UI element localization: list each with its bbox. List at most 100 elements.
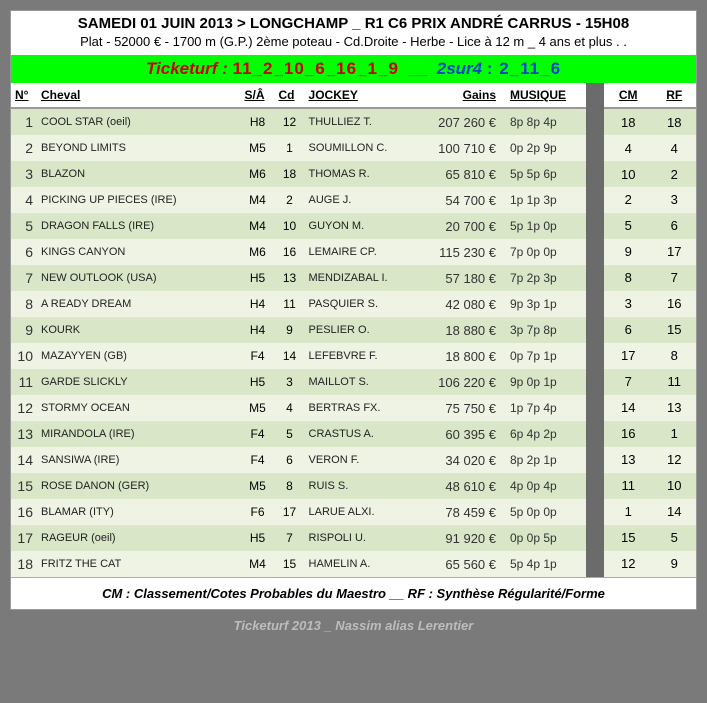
cell-gains: 100 710 €	[428, 135, 506, 161]
ratings-row: 44	[604, 135, 696, 161]
ratings-row: 129	[604, 551, 696, 577]
cell-sa: M6	[241, 161, 275, 187]
ratings-row: 316	[604, 291, 696, 317]
table-row: 15ROSE DANON (GER)M58RUIS S.48 610 €4p 0…	[11, 473, 586, 499]
cell-sa: M4	[241, 551, 275, 577]
ratings-row: 178	[604, 343, 696, 369]
cell-jockey: LEMAIRE CP.	[305, 239, 428, 265]
cell-jockey: RUIS S.	[305, 473, 428, 499]
cell-gains: 54 700 €	[428, 187, 506, 213]
ratings-row: 114	[604, 499, 696, 525]
cell-musique: 1p 7p 4p	[506, 395, 586, 421]
cell-jockey: THOMAS R.	[305, 161, 428, 187]
cell-cd: 12	[275, 108, 305, 135]
cell-cheval: MIRANDOLA (IRE)	[37, 421, 241, 447]
cell-sa: H4	[241, 291, 275, 317]
cell-cheval: SANSIWA (IRE)	[37, 447, 241, 473]
cell-cd: 17	[275, 499, 305, 525]
cell-cm: 2	[604, 187, 652, 213]
cell-musique: 3p 7p 8p	[506, 317, 586, 343]
table-row: 14SANSIWA (IRE)F46VERON F.34 020 €8p 2p …	[11, 447, 586, 473]
cell-sa: M4	[241, 213, 275, 239]
cell-cm: 11	[604, 473, 652, 499]
cell-musique: 5p 0p 0p	[506, 499, 586, 525]
cell-jockey: GUYON M.	[305, 213, 428, 239]
ratings-header-row: CM RF	[604, 83, 696, 108]
cell-rf: 15	[652, 317, 696, 343]
cell-musique: 9p 3p 1p	[506, 291, 586, 317]
ratings-row: 23	[604, 187, 696, 213]
table-row: 7NEW OUTLOOK (USA)H513MENDIZABAL I.57 18…	[11, 265, 586, 291]
cell-musique: 8p 8p 4p	[506, 108, 586, 135]
cell-num: 15	[11, 473, 37, 499]
col-cm: CM	[604, 83, 652, 108]
cell-sa: H8	[241, 108, 275, 135]
cell-num: 3	[11, 161, 37, 187]
ticketurf-label: Ticketurf :	[146, 59, 228, 78]
cell-num: 6	[11, 239, 37, 265]
cell-cheval: KOURK	[37, 317, 241, 343]
cell-num: 9	[11, 317, 37, 343]
cell-jockey: LEFEBVRE F.	[305, 343, 428, 369]
col-rf: RF	[652, 83, 696, 108]
cell-sa: H4	[241, 317, 275, 343]
cell-cd: 15	[275, 551, 305, 577]
cell-musique: 0p 0p 5p	[506, 525, 586, 551]
cell-gains: 91 920 €	[428, 525, 506, 551]
cell-cheval: RAGEUR (oeil)	[37, 525, 241, 551]
cell-gains: 106 220 €	[428, 369, 506, 395]
cell-gains: 42 080 €	[428, 291, 506, 317]
cell-sa: F4	[241, 447, 275, 473]
cell-rf: 18	[652, 108, 696, 135]
cell-cd: 11	[275, 291, 305, 317]
cell-num: 13	[11, 421, 37, 447]
ratings-row: 161	[604, 421, 696, 447]
cell-cheval: KINGS CANYON	[37, 239, 241, 265]
header: SAMEDI 01 JUIN 2013 > LONGCHAMP _ R1 C6 …	[11, 11, 696, 55]
table-row: 8A READY DREAMH411PASQUIER S.42 080 €9p …	[11, 291, 586, 317]
cell-rf: 5	[652, 525, 696, 551]
cell-num: 16	[11, 499, 37, 525]
cell-jockey: CRASTUS A.	[305, 421, 428, 447]
cell-gains: 78 459 €	[428, 499, 506, 525]
cell-cd: 9	[275, 317, 305, 343]
cell-cheval: GARDE SLICKLY	[37, 369, 241, 395]
cell-musique: 5p 1p 0p	[506, 213, 586, 239]
cell-jockey: HAMELIN A.	[305, 551, 428, 577]
cell-sa: H5	[241, 265, 275, 291]
cell-rf: 8	[652, 343, 696, 369]
cell-musique: 4p 0p 4p	[506, 473, 586, 499]
cell-cd: 5	[275, 421, 305, 447]
cell-musique: 0p 2p 9p	[506, 135, 586, 161]
cell-gains: 60 395 €	[428, 421, 506, 447]
cell-musique: 5p 5p 6p	[506, 161, 586, 187]
cell-cd: 13	[275, 265, 305, 291]
cell-cm: 5	[604, 213, 652, 239]
cell-jockey: THULLIEZ T.	[305, 108, 428, 135]
cell-num: 12	[11, 395, 37, 421]
cell-gains: 18 800 €	[428, 343, 506, 369]
cell-cm: 18	[604, 108, 652, 135]
cell-rf: 13	[652, 395, 696, 421]
cell-cm: 14	[604, 395, 652, 421]
cell-gains: 65 810 €	[428, 161, 506, 187]
cell-gains: 115 230 €	[428, 239, 506, 265]
cell-jockey: SOUMILLON C.	[305, 135, 428, 161]
cell-sa: H5	[241, 525, 275, 551]
cell-cm: 15	[604, 525, 652, 551]
race-title: SAMEDI 01 JUIN 2013 > LONGCHAMP _ R1 C6 …	[17, 15, 690, 32]
cell-cd: 16	[275, 239, 305, 265]
table-row: 10MAZAYYEN (GB)F414LEFEBVRE F.18 800 €0p…	[11, 343, 586, 369]
col-jockey: JOCKEY	[305, 83, 428, 108]
cell-musique: 7p 0p 0p	[506, 239, 586, 265]
col-num: N°	[11, 83, 37, 108]
cell-cheval: COOL STAR (oeil)	[37, 108, 241, 135]
ratings-row: 917	[604, 239, 696, 265]
cell-rf: 1	[652, 421, 696, 447]
ratings-row: 1818	[604, 108, 696, 135]
cell-rf: 14	[652, 499, 696, 525]
cell-cm: 13	[604, 447, 652, 473]
ratings-row: 1312	[604, 447, 696, 473]
race-subtitle: Plat - 52000 € - 1700 m (G.P.) 2ème pote…	[17, 34, 690, 49]
cell-sa: M4	[241, 187, 275, 213]
